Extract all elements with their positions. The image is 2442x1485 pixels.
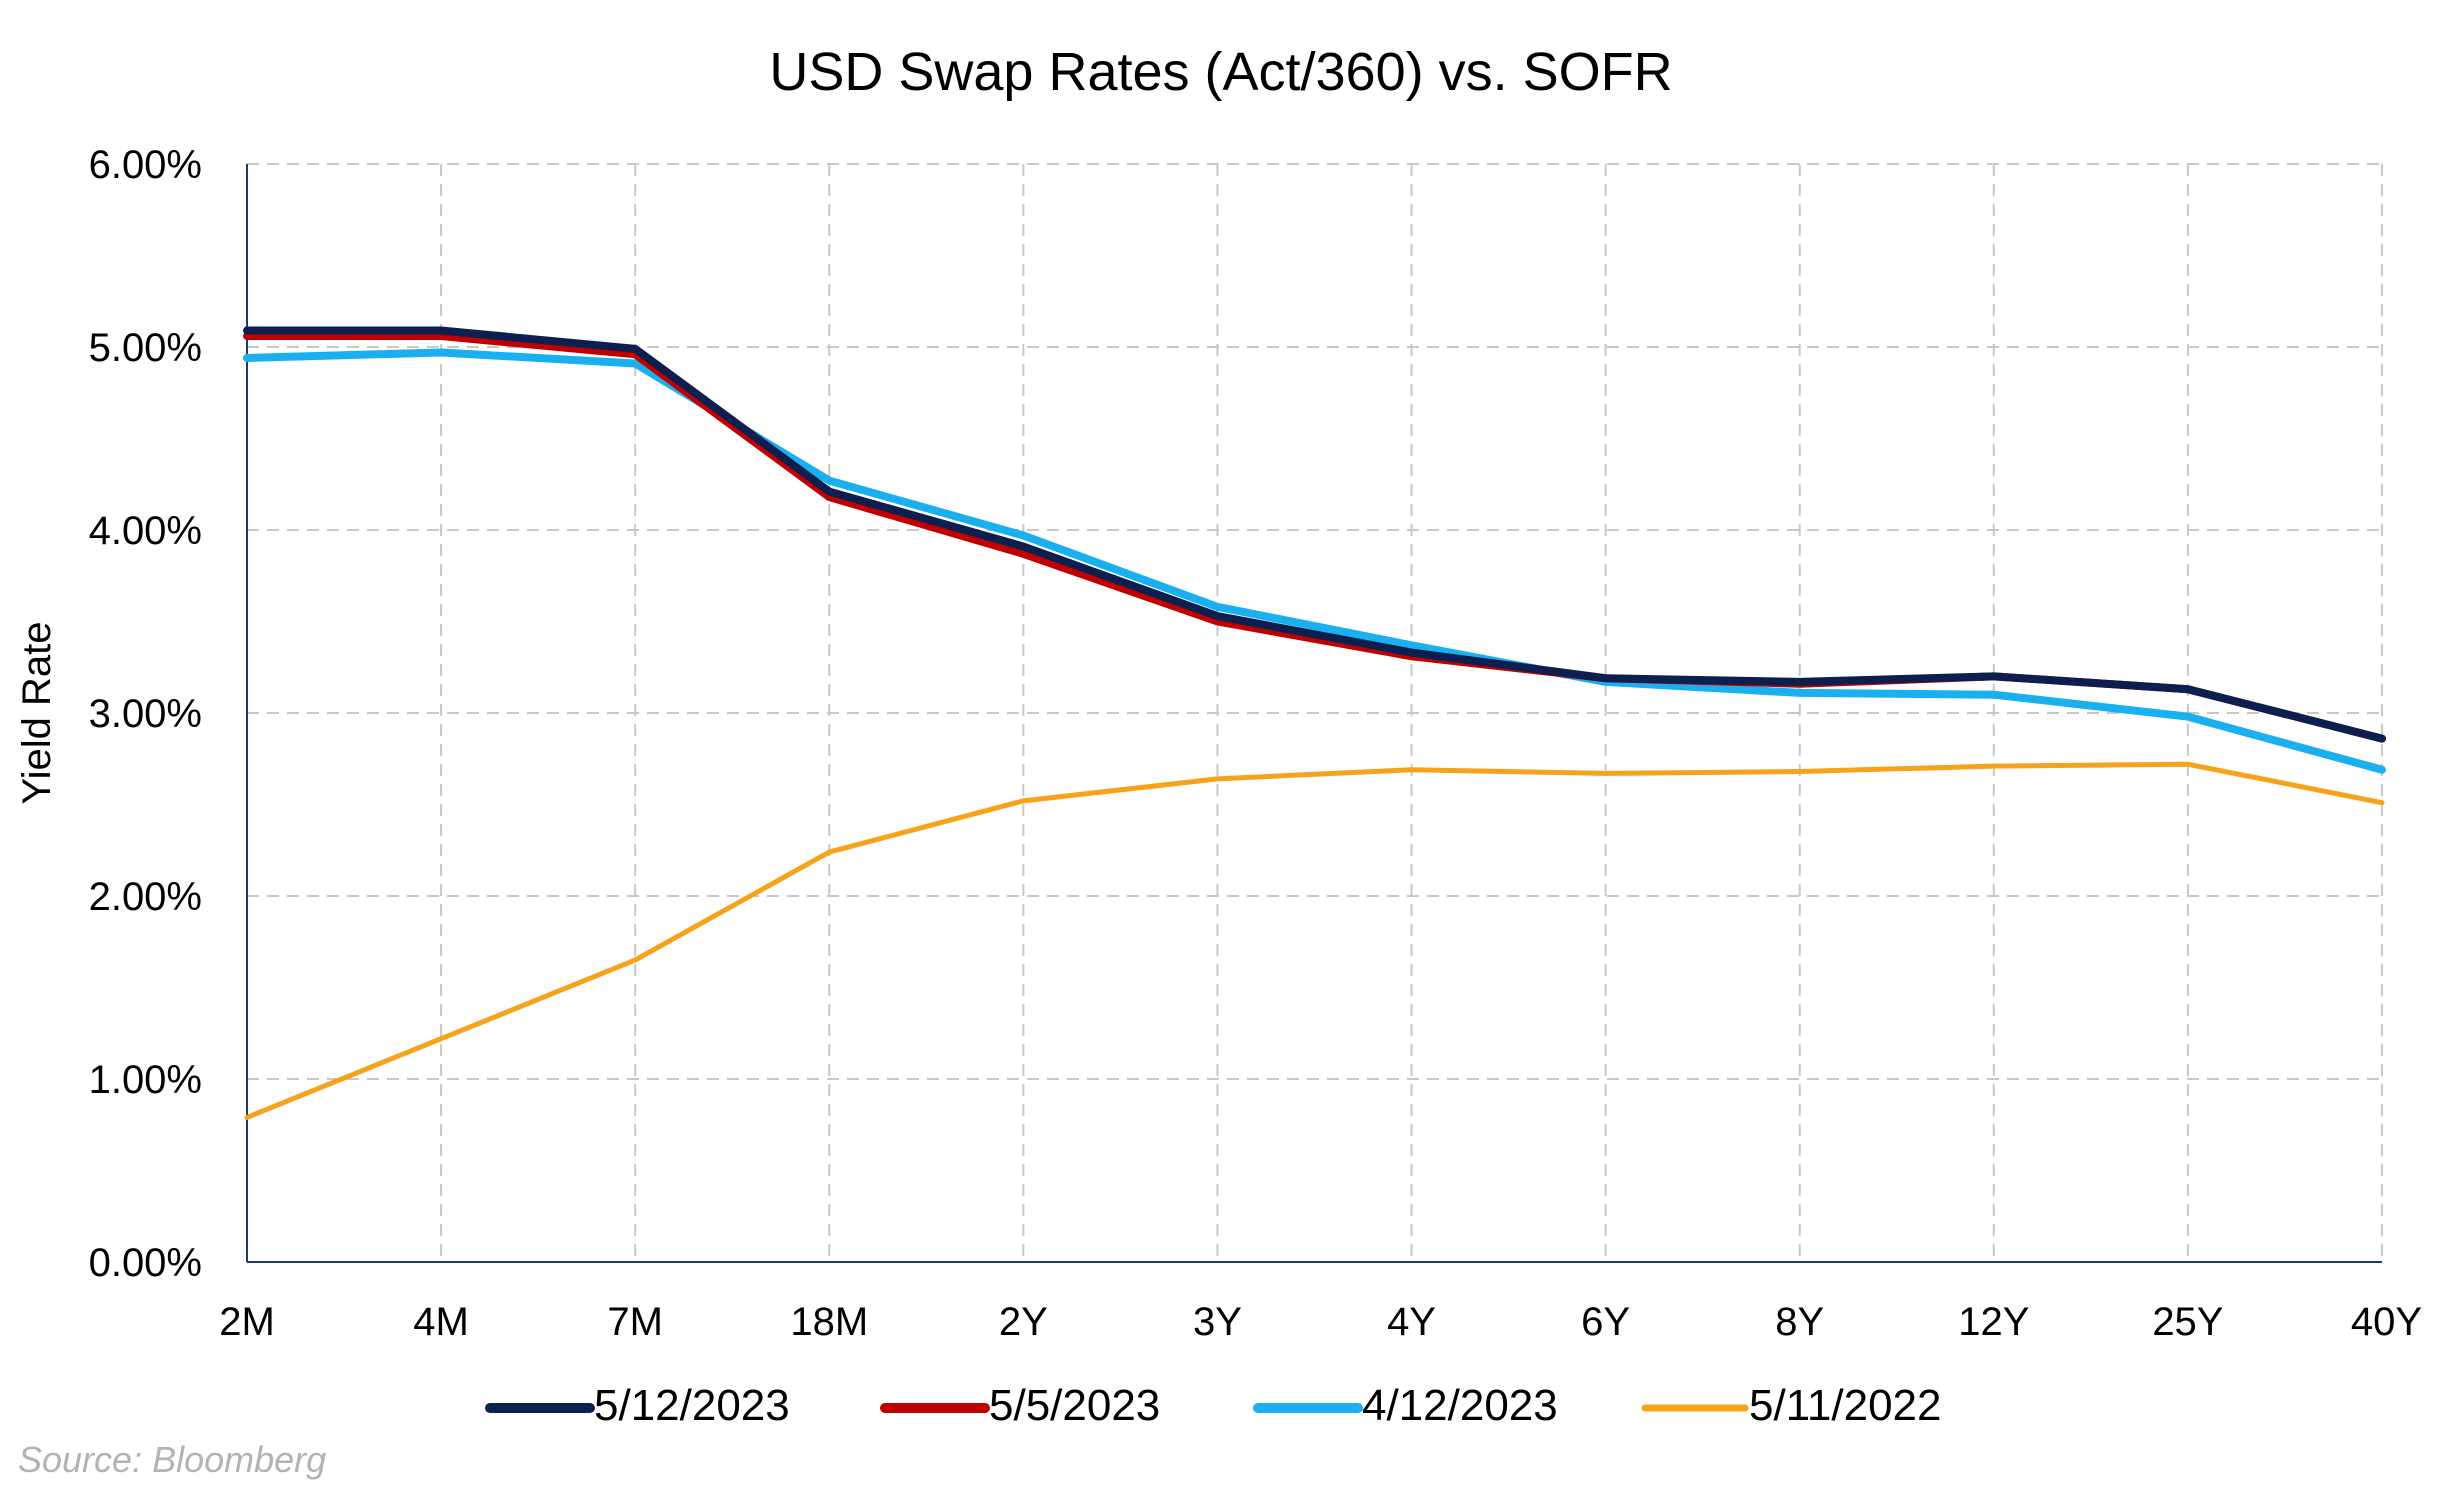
x-tick-label: 3Y xyxy=(1193,1300,1242,1344)
y-tick-label: 3.00% xyxy=(89,692,202,736)
legend: 5/12/2023 5/5/2023 4/12/2023 5/11/2022 xyxy=(485,1381,1941,1430)
x-tick-label: 25Y xyxy=(2152,1300,2223,1344)
x-tick-label: 40Y xyxy=(2351,1300,2422,1344)
gridlines xyxy=(247,163,2383,1262)
legend-label: 5/11/2022 xyxy=(1749,1381,1941,1430)
y-axis-label: Yield Rate xyxy=(15,621,59,804)
x-tick-label: 4Y xyxy=(1387,1300,1436,1344)
y-axis-ticks: 0.00% 1.00% 2.00% 3.00% 4.00% 5.00% 6.00% xyxy=(89,143,202,1285)
y-tick-label: 6.00% xyxy=(89,143,202,187)
legend-label: 4/12/2023 xyxy=(1362,1381,1558,1430)
x-tick-label: 18M xyxy=(790,1300,868,1344)
legend-label: 5/5/2023 xyxy=(989,1381,1160,1430)
x-tick-label: 7M xyxy=(607,1300,663,1344)
y-tick-label: 5.00% xyxy=(89,326,202,370)
x-tick-label: 2M xyxy=(219,1300,275,1344)
series-line-5-11-2022 xyxy=(244,761,2385,1120)
x-tick-label: 4M xyxy=(413,1300,469,1344)
series-lines xyxy=(243,326,2386,1120)
series-line-4-12-2023 xyxy=(243,348,2386,774)
legend-label: 5/12/2023 xyxy=(594,1381,790,1430)
y-tick-label: 4.00% xyxy=(89,509,202,553)
y-tick-label: 1.00% xyxy=(89,1058,202,1102)
source-note: Source: Bloomberg xyxy=(18,1439,326,1480)
chart-title: USD Swap Rates (Act/360) vs. SOFR xyxy=(769,42,1672,102)
y-tick-label: 2.00% xyxy=(89,875,202,919)
y-tick-label: 0.00% xyxy=(89,1241,202,1285)
x-tick-label: 8Y xyxy=(1775,1300,1824,1344)
series-line-5-12-2023 xyxy=(243,326,2386,743)
x-tick-label: 6Y xyxy=(1581,1300,1630,1344)
x-axis-ticks: 2M 4M 7M 18M 2Y 3Y 4Y 6Y 8Y 12Y 25Y 40Y xyxy=(219,1300,2422,1344)
x-tick-label: 12Y xyxy=(1958,1300,2029,1344)
x-tick-label: 2Y xyxy=(999,1300,1048,1344)
